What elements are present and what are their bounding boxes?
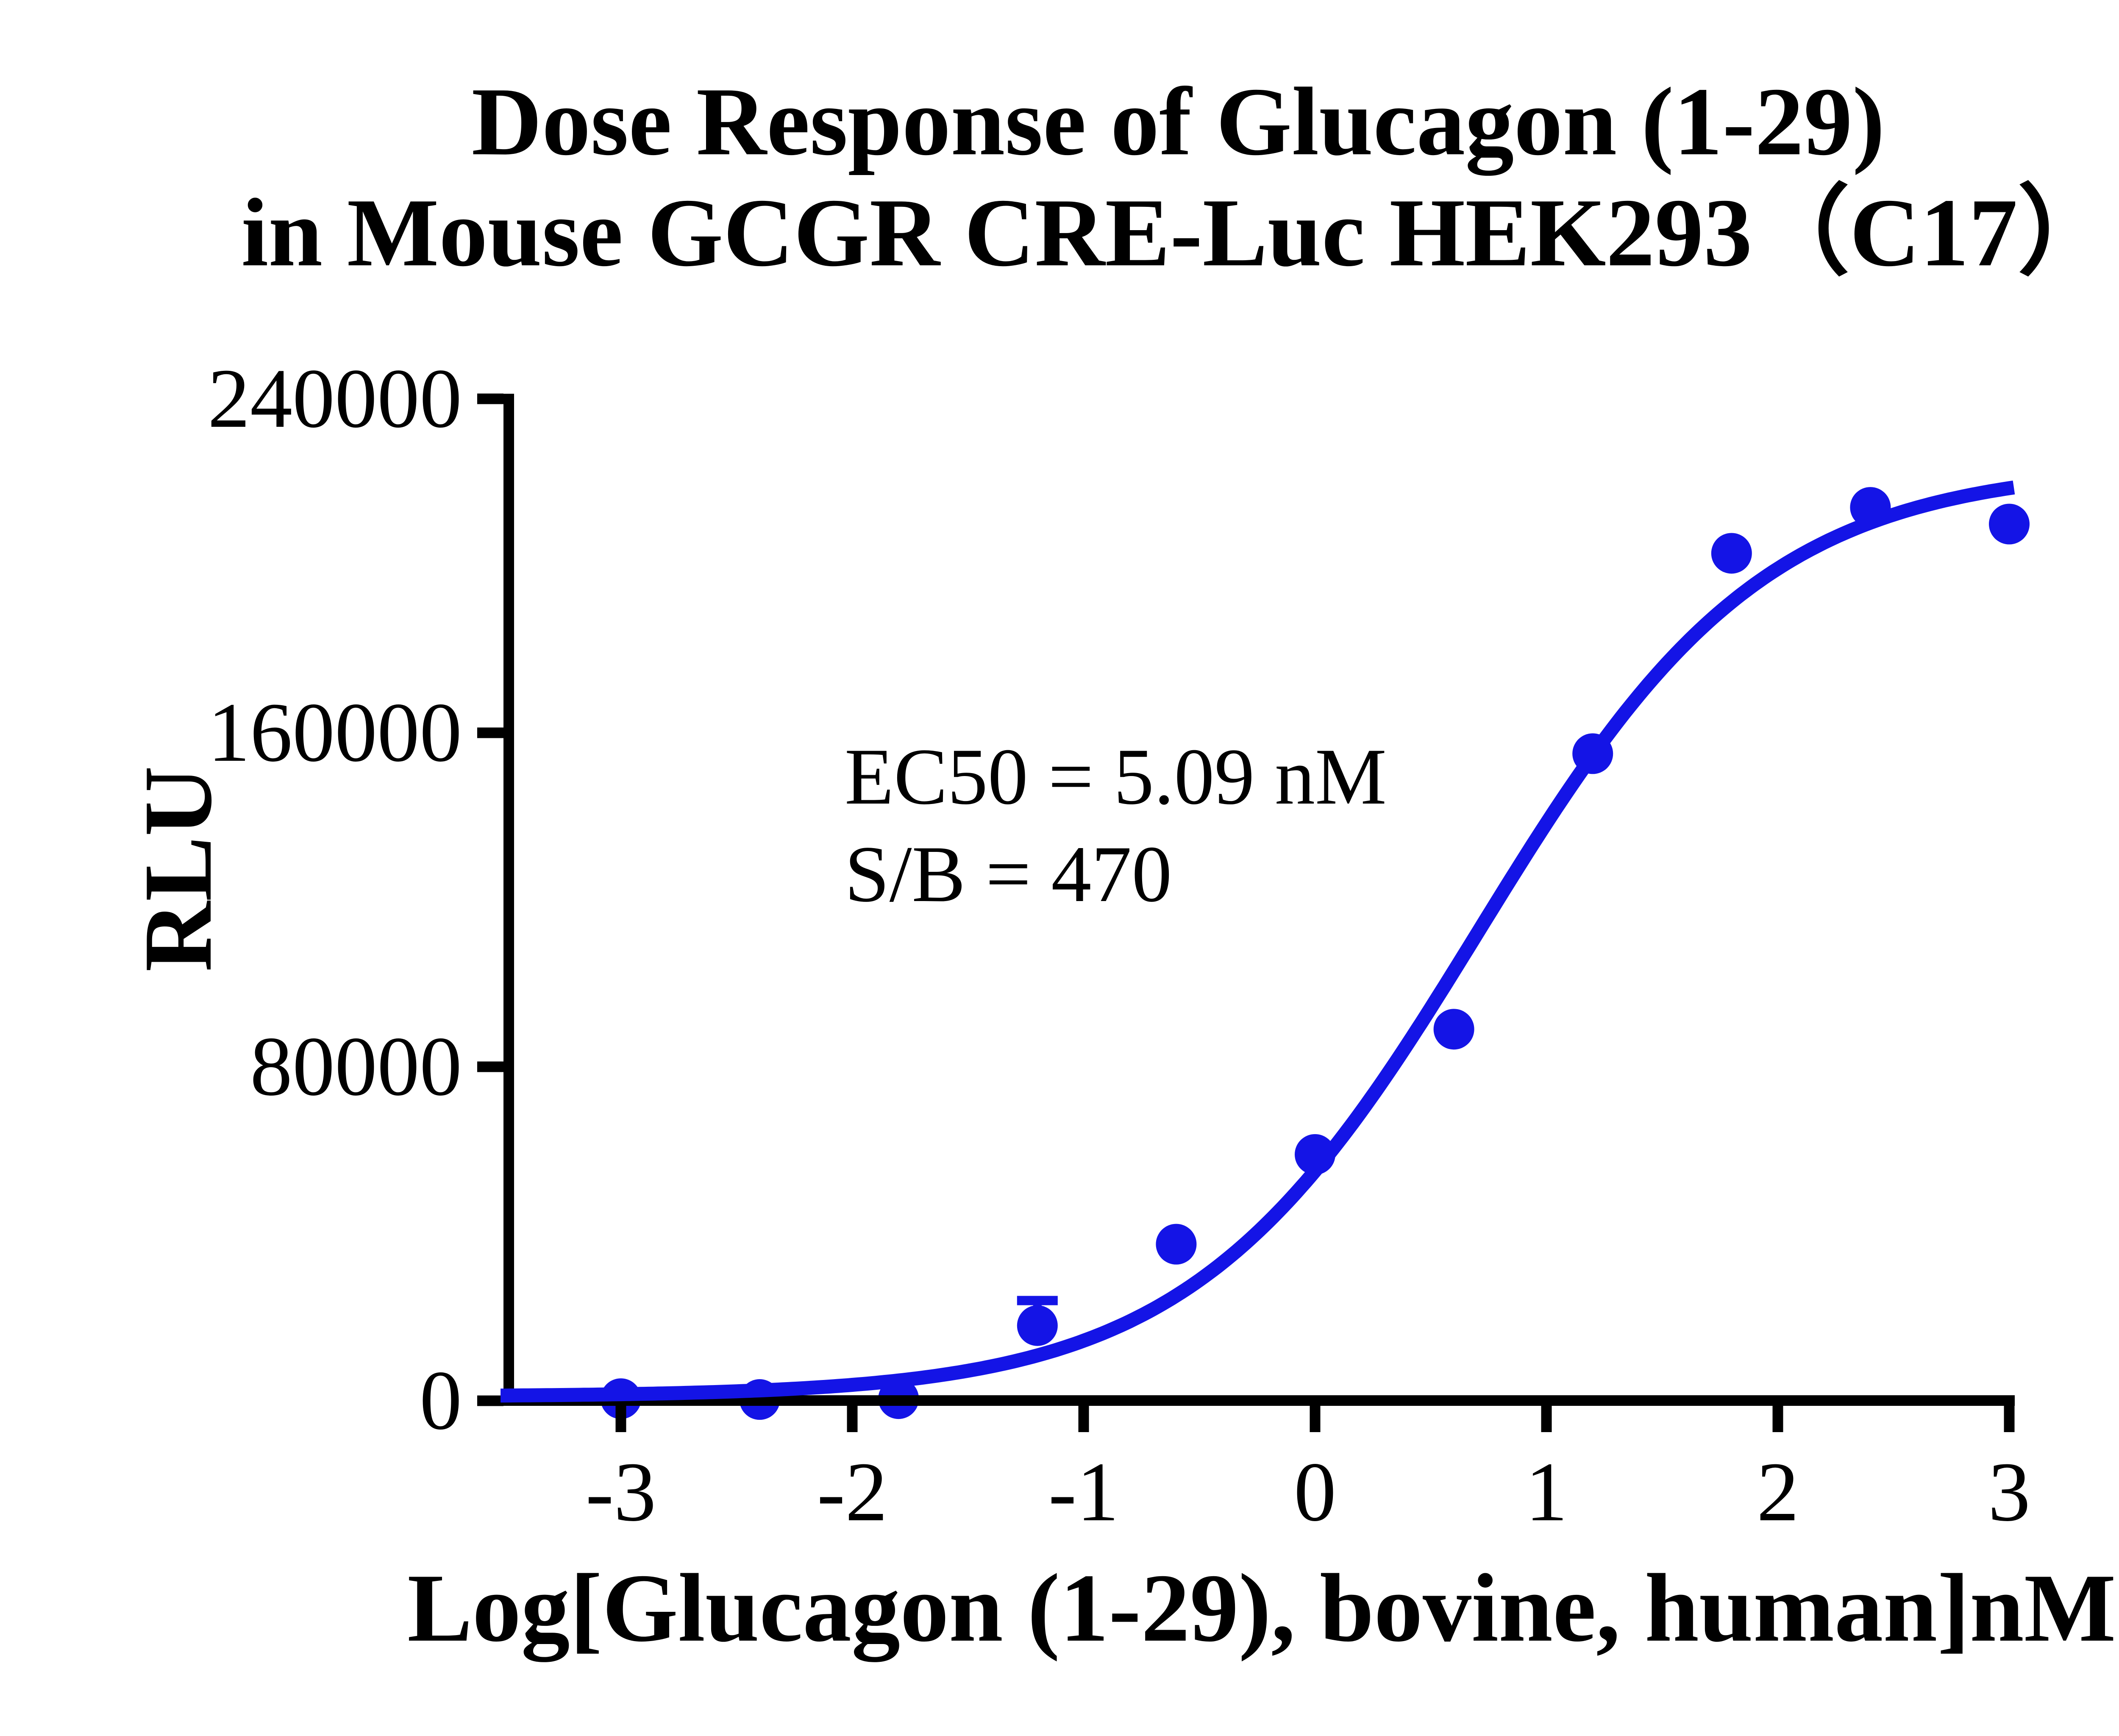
x-tick — [1541, 1406, 1552, 1432]
chart-title-line1: Dose Response of Glucagon (1-29) — [471, 67, 1885, 175]
y-tick — [477, 1395, 503, 1406]
x-tick-label: 3 — [1988, 1445, 2030, 1539]
x-tick-label: -1 — [1048, 1445, 1119, 1539]
chart-title-line2: in Mouse GCGR CRE-Luc HEK293（C17） — [241, 178, 2115, 287]
x-tick-label: 2 — [1757, 1445, 1799, 1539]
dose-response-curve — [498, 480, 2016, 1403]
x-tick — [847, 1406, 858, 1432]
y-tick — [477, 1061, 503, 1072]
x-tick-label: 0 — [1294, 1445, 1336, 1539]
x-tick — [1772, 1406, 1783, 1432]
data-point — [1711, 533, 1752, 574]
y-axis-line — [503, 394, 514, 1406]
chart-title: Dose Response of Glucagon (1-29) in Mous… — [106, 66, 2119, 288]
y-tick-label: 0 — [420, 1354, 462, 1447]
y-tick — [477, 727, 503, 738]
y-tick-label: 160000 — [208, 686, 462, 779]
data-point — [1433, 1009, 1474, 1050]
x-tick — [1078, 1406, 1089, 1432]
x-tick — [1310, 1406, 1321, 1432]
data-point — [1156, 1224, 1197, 1265]
x-tick-label: -2 — [817, 1445, 888, 1539]
fit-annotation: EC50 = 5.09 nM S/B = 470 — [845, 728, 1387, 923]
y-tick — [477, 393, 503, 404]
x-tick — [615, 1406, 626, 1432]
ec50-value-label: EC50 = 5.09 nM — [845, 732, 1387, 821]
x-tick-label: -3 — [586, 1445, 656, 1539]
x-axis-title: Log[Glucagon (1-29), bovine, human]nM — [407, 1554, 2116, 1662]
y-tick-label: 80000 — [250, 1020, 462, 1113]
y-tick-label: 240000 — [208, 352, 462, 445]
x-tick — [2004, 1406, 2015, 1432]
data-point — [1017, 1305, 1058, 1346]
data-point — [1989, 504, 2030, 545]
error-bar-cap — [1017, 1296, 1058, 1305]
x-tick-label: 1 — [1525, 1445, 1568, 1539]
signal-background-label: S/B = 470 — [845, 830, 1172, 919]
